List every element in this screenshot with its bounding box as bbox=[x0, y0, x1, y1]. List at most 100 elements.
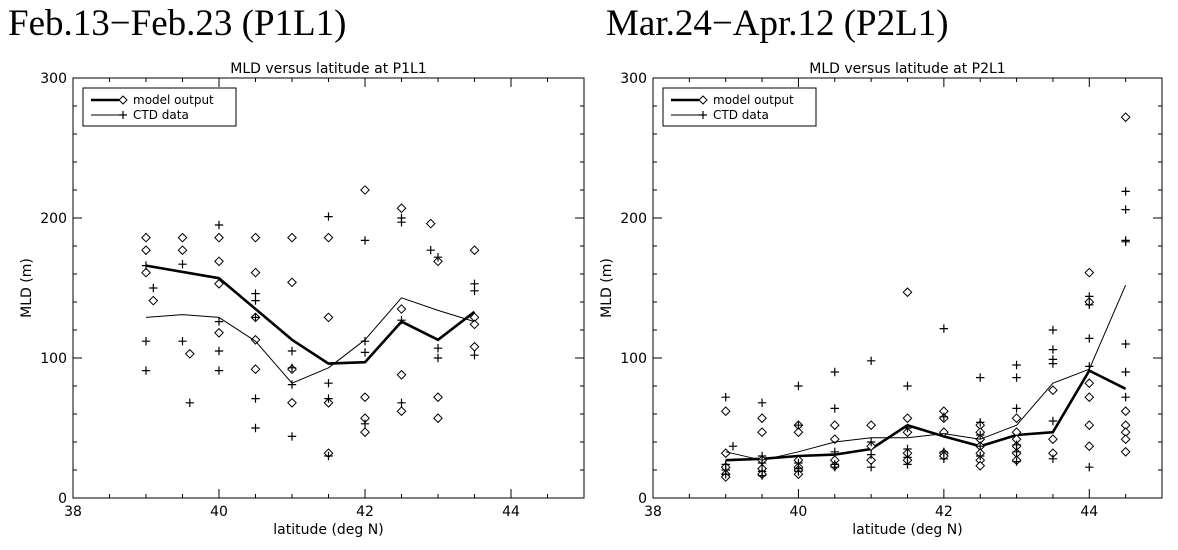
data-point-plus bbox=[287, 380, 297, 389]
legend-box bbox=[662, 87, 817, 127]
data-point-plus bbox=[721, 393, 730, 402]
data-point-diamond bbox=[1120, 446, 1131, 457]
data-point-plus bbox=[214, 346, 224, 356]
data-point-diamond bbox=[1084, 441, 1095, 452]
data-point-plus bbox=[728, 442, 738, 451]
data-point-diamond bbox=[396, 369, 407, 380]
data-point-plus bbox=[939, 412, 949, 421]
data-point-diamond bbox=[141, 232, 151, 243]
data-point-plus bbox=[433, 253, 443, 262]
data-point-plus bbox=[360, 419, 370, 428]
data-point-plus bbox=[1121, 187, 1130, 196]
data-point-plus bbox=[324, 451, 333, 461]
legend-marker-plus bbox=[699, 111, 707, 119]
data-point-diamond bbox=[141, 245, 151, 256]
data-point-plus bbox=[251, 296, 260, 305]
y-tick-label: 100 bbox=[40, 351, 67, 367]
data-point-plus bbox=[830, 404, 839, 413]
data-point-plus bbox=[1012, 447, 1021, 456]
data-point-diamond bbox=[323, 232, 334, 243]
data-point-diamond bbox=[1084, 420, 1095, 431]
data-point-diamond bbox=[177, 245, 188, 256]
data-point-plus bbox=[1012, 373, 1021, 382]
data-point-diamond bbox=[469, 319, 480, 330]
data-point-diamond bbox=[360, 185, 370, 195]
data-point-plus bbox=[903, 460, 912, 469]
data-point-diamond bbox=[1084, 267, 1095, 278]
data-point-plus bbox=[976, 451, 985, 461]
data-point-plus bbox=[1048, 416, 1058, 426]
data-point-diamond bbox=[757, 413, 767, 424]
data-point-plus bbox=[866, 450, 876, 459]
data-point-plus bbox=[1121, 393, 1130, 402]
data-point-diamond bbox=[323, 312, 334, 323]
data-point-plus bbox=[830, 447, 839, 456]
data-point-plus bbox=[1048, 359, 1058, 368]
data-point-plus bbox=[360, 236, 370, 245]
data-point-plus bbox=[149, 283, 158, 293]
data-point-diamond bbox=[177, 232, 188, 243]
data-point-plus bbox=[1121, 237, 1130, 246]
data-point-diamond bbox=[396, 304, 407, 314]
legend-marker-diamond bbox=[118, 95, 128, 105]
x-tick-label: 42 bbox=[935, 504, 953, 520]
data-point-plus bbox=[287, 346, 297, 356]
data-point-plus bbox=[794, 421, 803, 430]
data-point-plus bbox=[976, 442, 985, 451]
data-point-plus bbox=[426, 246, 435, 255]
data-point-plus bbox=[1012, 360, 1021, 370]
mld-chart-p2l1: MLD versus latitude at P2L1 38 40 42 44 0 100 2… bbox=[599, 61, 1163, 538]
data-point-diamond bbox=[396, 406, 407, 417]
data-point-plus bbox=[141, 366, 151, 375]
data-point-diamond bbox=[1084, 378, 1095, 389]
data-point-diamond bbox=[469, 245, 480, 256]
data-point-diamond bbox=[720, 406, 731, 417]
data-point-plus bbox=[1012, 457, 1021, 466]
data-point-plus bbox=[1085, 292, 1094, 301]
data-point-diamond bbox=[1084, 392, 1095, 403]
data-point-diamond bbox=[757, 427, 767, 438]
data-point-plus bbox=[470, 286, 479, 295]
data-point-plus bbox=[214, 220, 224, 230]
data-point-diamond bbox=[184, 348, 195, 359]
series-line-diamond bbox=[725, 369, 1127, 462]
x-axis-label: latitude (deg N) bbox=[852, 522, 962, 538]
data-point-diamond bbox=[1120, 112, 1131, 123]
legend-box bbox=[82, 87, 237, 127]
y-tick-label: 300 bbox=[620, 71, 647, 87]
data-point-plus bbox=[324, 394, 333, 403]
data-point-plus bbox=[1085, 300, 1094, 309]
data-point-diamond bbox=[1011, 413, 1022, 424]
x-tick-label: 40 bbox=[790, 504, 808, 520]
data-point-diamond bbox=[250, 334, 261, 345]
data-point-plus bbox=[185, 398, 194, 407]
data-point-diamond bbox=[214, 278, 224, 289]
panel-header: Feb.13−Feb.23 (P1L1) bbox=[8, 3, 347, 44]
data-point-plus bbox=[939, 324, 949, 333]
chart-title: MLD versus latitude at P1L1 bbox=[230, 61, 426, 77]
data-point-plus bbox=[866, 356, 876, 365]
y-tick-label: 100 bbox=[620, 351, 647, 367]
data-point-plus bbox=[976, 373, 985, 382]
data-point-plus bbox=[1085, 334, 1094, 343]
data-point-diamond bbox=[250, 232, 261, 243]
data-point-plus bbox=[1012, 404, 1021, 413]
chart-title: MLD versus latitude at P2L1 bbox=[809, 61, 1005, 77]
chart-panel-p2l1: Mar.24−Apr.12 (P2L1) MLD versus latitude… bbox=[589, 0, 1178, 550]
data-point-plus bbox=[1048, 345, 1058, 354]
legend-label: model output bbox=[713, 93, 794, 107]
data-point-diamond bbox=[287, 277, 297, 288]
data-point-plus bbox=[1121, 367, 1130, 377]
data-point-plus bbox=[251, 423, 260, 433]
data-point-plus bbox=[757, 398, 767, 407]
y-tick-label: 0 bbox=[638, 491, 647, 507]
data-point-plus bbox=[251, 394, 260, 403]
y-tick-label: 200 bbox=[620, 211, 647, 227]
data-point-diamond bbox=[975, 460, 986, 471]
data-point-plus bbox=[433, 353, 443, 363]
data-point-plus bbox=[721, 470, 730, 479]
data-point-diamond bbox=[902, 413, 913, 424]
data-point-diamond bbox=[287, 232, 297, 243]
x-tick-label: 38 bbox=[64, 504, 82, 520]
data-point-diamond bbox=[433, 413, 443, 424]
